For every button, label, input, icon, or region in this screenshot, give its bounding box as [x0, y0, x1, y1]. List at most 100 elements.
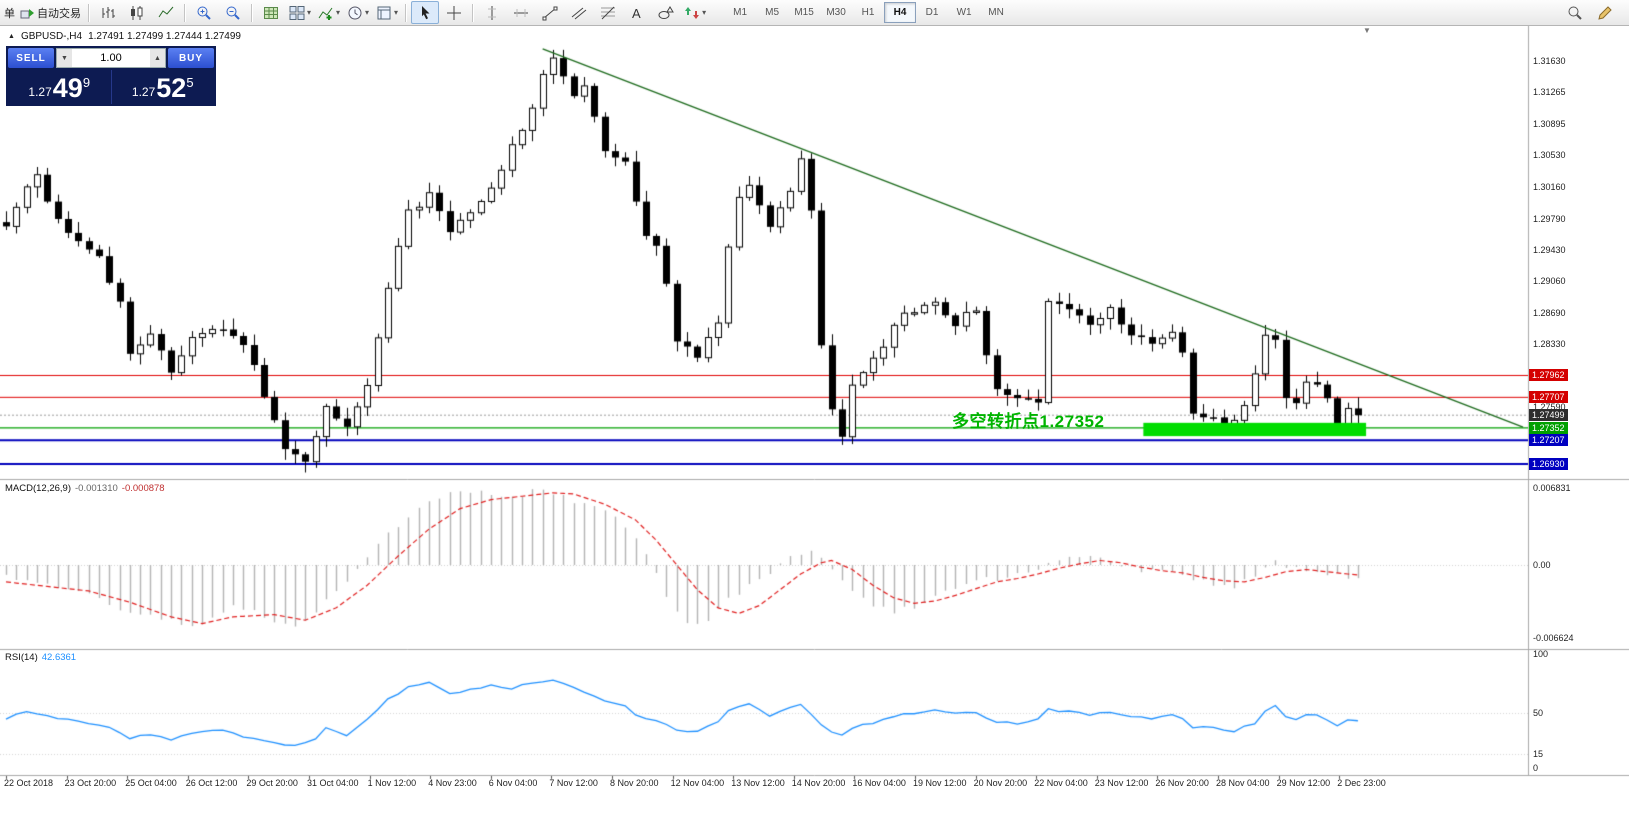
text-label-button[interactable]: A [623, 1, 651, 24]
price-badge: 1.27207 [1529, 434, 1568, 447]
panel-toggle-icon[interactable]: ▲ [8, 33, 15, 40]
rsi-scale-label: 15 [1533, 749, 1544, 760]
timeframe-h4[interactable]: H4 [884, 2, 917, 23]
fibonacci-button[interactable] [594, 1, 622, 24]
buy-price-sup: 5 [186, 75, 194, 90]
indicators-button[interactable]: ▾ [315, 1, 343, 24]
buy-price-prefix: 1.27 [131, 85, 156, 99]
time-label: 28 Nov 04:00 [1216, 778, 1270, 788]
price-tick-label: 1.30160 [1533, 181, 1566, 192]
timeframe-m30[interactable]: M30 [826, 7, 846, 18]
toolbar-separator [405, 3, 408, 22]
toolbar-separator [251, 3, 253, 22]
price-badge: 1.26930 [1529, 457, 1568, 470]
timeframe-m5[interactable]: M5 [765, 7, 780, 18]
edit-button[interactable] [1591, 1, 1619, 24]
time-axis[interactable]: 22 Oct 2018 23 Oct 20:00 25 Oct 04:00 26 Oc… [0, 778, 1629, 794]
price-tick-label: 1.31630 [1533, 55, 1566, 66]
timeframe-d1[interactable]: D1 [925, 7, 939, 18]
trendline-button[interactable] [536, 1, 564, 24]
time-label: 25 Oct 04:00 [125, 778, 177, 788]
channel-icon [571, 5, 587, 21]
buy-button[interactable]: BUY [168, 48, 214, 68]
search-button[interactable] [1561, 1, 1589, 24]
dropdown-caret-icon: ▾ [307, 8, 312, 17]
equidistant-channel-button[interactable] [565, 1, 593, 24]
toolbar-separator [88, 3, 90, 22]
toolbar-separator [472, 3, 475, 22]
time-label: 8 Nov 20:00 [610, 778, 659, 788]
zoom-out-button[interactable] [219, 1, 247, 24]
price-tick-label: 1.29060 [1533, 276, 1566, 287]
macd-signal-value: -0.000878 [121, 483, 165, 494]
time-label: 20 Nov 20:00 [973, 778, 1028, 788]
price-scale[interactable]: 1.31630 1.31265 1.30895 1.30530 1.30160 1.297… [1529, 25, 1629, 776]
autotrading-button-label: 自动交易 [37, 7, 81, 20]
sell-button[interactable]: SELL [8, 48, 54, 68]
line-chart-button[interactable] [152, 1, 180, 24]
timeframe-w1[interactable]: W1 [956, 7, 972, 18]
cursor-button[interactable] [411, 1, 440, 24]
pencil-icon [1597, 5, 1613, 21]
chart-ohlc-header: ▲ GBPUSD-,H4 1.27491 1.27499 1.27444 1.2… [8, 31, 241, 42]
timeframe-h1[interactable]: H1 [861, 7, 875, 18]
toolbar-separator [184, 3, 186, 22]
autotrading-button[interactable]: 自动交易 [16, 1, 84, 24]
shapes-icon [658, 5, 674, 21]
buy-price[interactable]: 1.27 52 5 [110, 70, 215, 104]
arrows-button[interactable]: ▾ [681, 1, 709, 24]
price-tick-label: 1.30530 [1533, 150, 1566, 161]
grid-icon [263, 5, 279, 21]
time-label: 26 Oct 12:00 [185, 778, 238, 788]
time-label: 4 Nov 23:00 [428, 778, 477, 788]
volume-control: ▼ 1.00 ▲ [56, 48, 166, 68]
pivot-annotation: 多空转折点1.27352 [952, 412, 1105, 431]
new-order-button[interactable]: 单 [4, 7, 15, 20]
crosshair-button[interactable] [440, 1, 468, 24]
bar-chart-button[interactable] [94, 1, 122, 24]
dropdown-caret-icon: ▾ [336, 8, 341, 17]
zoomin-icon [196, 5, 212, 21]
rsi-scale-label: 50 [1533, 708, 1544, 718]
vertical-line-button[interactable] [478, 1, 506, 24]
timeframe-m15[interactable]: M15 [794, 7, 814, 18]
tile-icon [289, 5, 305, 21]
time-label: 22 Nov 04:00 [1034, 778, 1088, 788]
price-tick-label: 1.31265 [1533, 87, 1566, 98]
volume-decrease-button[interactable]: ▼ [57, 49, 72, 67]
price-tick-label: 1.29430 [1533, 244, 1566, 255]
price-tick-label: 1.30895 [1533, 118, 1566, 129]
horizontal-line-button[interactable] [507, 1, 535, 24]
timeframe-mn[interactable]: MN [988, 7, 1004, 18]
zoom-in-button[interactable] [190, 1, 218, 24]
sell-price[interactable]: 1.27 49 9 [8, 70, 111, 104]
toolbar-right-group [1561, 1, 1619, 24]
dropdown-caret-icon: ▾ [394, 8, 399, 17]
time-label: 23 Nov 12:00 [1094, 778, 1149, 788]
shapes-button[interactable] [652, 1, 680, 24]
grid-button[interactable] [257, 1, 285, 24]
macd-main-value: -0.001310 [75, 483, 118, 494]
buy-price-big: 52 [156, 73, 187, 104]
symbol-period-label: GBPUSD-,H4 [20, 31, 83, 42]
trendline-icon [542, 5, 558, 21]
textA-icon: A [629, 5, 645, 21]
chart-shift-marker[interactable]: ▼ [1363, 26, 1371, 35]
time-label: 29 Nov 12:00 [1276, 778, 1331, 788]
candlestick-chart-button[interactable] [123, 1, 151, 24]
periods-button[interactable]: ▾ [344, 1, 372, 24]
time-label: 26 Nov 20:00 [1155, 778, 1209, 788]
volume-increase-button[interactable]: ▲ [150, 49, 165, 67]
time-label: 19 Nov 12:00 [913, 778, 967, 788]
magnifier-icon [1567, 5, 1583, 21]
volume-input[interactable]: 1.00 [72, 49, 150, 67]
tile-windows-button[interactable]: ▾ [286, 1, 314, 24]
time-label: 29 Oct 20:00 [246, 778, 298, 788]
timeframe-m1[interactable]: M1 [733, 7, 748, 18]
candles-icon [129, 5, 145, 21]
templates-button[interactable]: ▾ [373, 1, 401, 24]
time-label: 7 Nov 12:00 [549, 778, 598, 788]
main-toolbar: 单 自动交易 ▾ ▾ ▾ ▾ A ▾ M1 M5 M15 M30 H1 H4 D1 W1 MN [0, 0, 1629, 26]
